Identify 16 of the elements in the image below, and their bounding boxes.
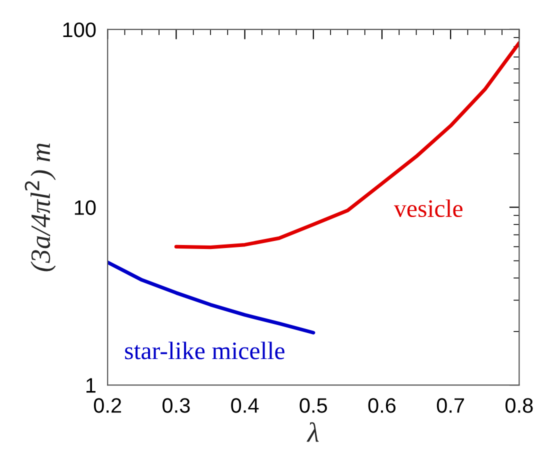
x-tick-label: 0.4 <box>231 398 259 413</box>
x-tick-label: 0.8 <box>506 398 533 413</box>
series-label: star-like micelle <box>125 342 284 360</box>
x-tick-label: 0.2 <box>94 398 122 413</box>
line-series <box>108 260 316 334</box>
x-tick-label: 0.5 <box>300 398 327 413</box>
x-tick-label: 0.6 <box>368 398 396 413</box>
y-axis-title: (3a/4πl$^{2}$) m <box>24 143 56 272</box>
x-axis-title: λ <box>306 422 319 442</box>
line-series <box>174 41 520 250</box>
x-tick-label: 0.7 <box>436 398 464 413</box>
x-tick-label: 0.3 <box>162 398 190 413</box>
series-label: vesicle <box>394 199 462 218</box>
y-tick-label: 1 <box>86 378 96 393</box>
y-tick-label: 10 <box>74 200 96 215</box>
y-tick-label: 100 <box>63 22 96 38</box>
